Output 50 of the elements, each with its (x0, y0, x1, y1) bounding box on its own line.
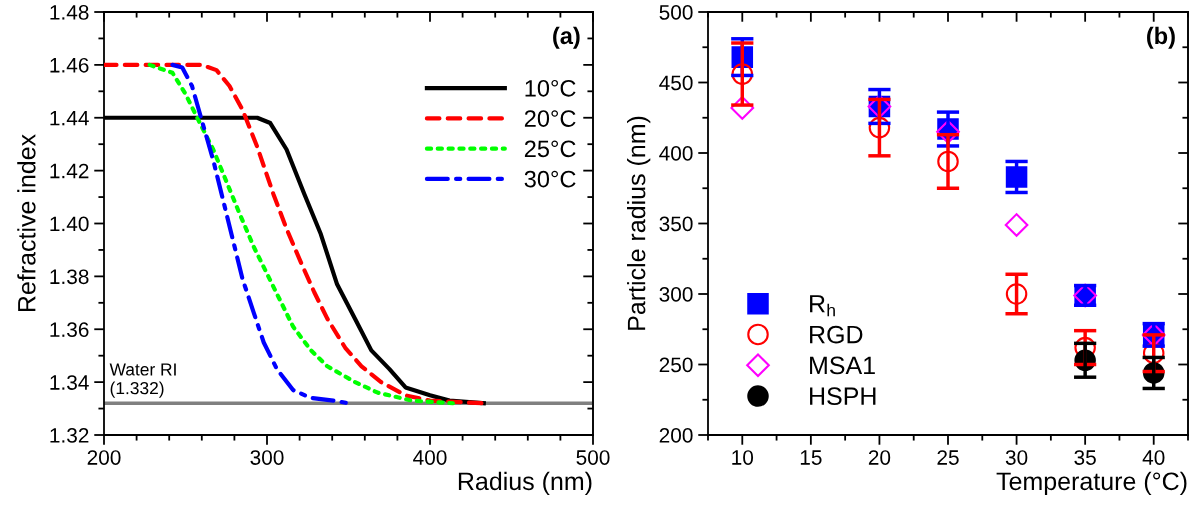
legend-label: 10°C (525, 79, 576, 97)
y-tick-label: 1.42 (50, 163, 89, 179)
y-tick-label: 1.34 (50, 375, 89, 390)
y-axis-title: Particle radius (nm) (627, 116, 651, 330)
x-tick-label: 15 (800, 450, 822, 465)
point (731, 63, 754, 85)
point (868, 116, 891, 139)
y-tick-label: 1.48 (50, 5, 89, 20)
y-tick-label: 1.38 (50, 269, 89, 285)
annotation: (a) (553, 26, 580, 49)
y-axis-title: Refractive index (17, 134, 36, 312)
y-tick-label: 1.36 (50, 322, 89, 337)
legend-label: 25°C (524, 140, 576, 158)
point (1004, 213, 1029, 237)
y-tick-label: 1.46 (50, 57, 89, 73)
y-tick-label: 1.40 (50, 216, 89, 232)
y-tick-label: 350 (659, 216, 693, 232)
x-tick-label: 35 (1074, 450, 1096, 465)
y-tick-label: 1.44 (50, 110, 89, 126)
y-tick-label: 500 (659, 5, 693, 20)
legend-label: MSA1 (810, 356, 875, 375)
point (1005, 283, 1028, 305)
y-tick-label: 1.32 (50, 428, 89, 443)
y-tick-label: 300 (659, 287, 693, 302)
ref-line-label: Water RI (1.332) (109, 363, 176, 398)
annotation: (b) (1147, 26, 1175, 49)
x-tick-label: 400 (413, 450, 447, 465)
x-tick-label: 500 (576, 450, 610, 465)
point (937, 150, 959, 173)
x-tick-label: 10 (732, 450, 754, 465)
x-tick-label: 20 (868, 450, 891, 465)
line-series (104, 62, 486, 406)
x-tick-label: 300 (250, 450, 284, 465)
legend-label: 20°C (524, 110, 576, 127)
point (1142, 342, 1165, 364)
x-tick-label: 25 (937, 450, 959, 465)
x-axis-title: Temperature (°C) (996, 471, 1187, 496)
legend-label: HSPH (810, 387, 876, 406)
y-tick-label: 400 (659, 146, 693, 161)
legend-label: R$_{h}$ (810, 295, 835, 317)
y-tick-label: 450 (659, 75, 693, 91)
y-tick-label: 250 (659, 357, 693, 373)
point (730, 96, 755, 120)
legend-label: RGD (810, 325, 863, 344)
y-tick-label: 200 (659, 428, 693, 443)
x-tick-label: 30 (1005, 450, 1028, 465)
x-tick-label: 200 (87, 450, 121, 465)
legend-label: 30°C (524, 170, 576, 188)
x-tick-label: 40 (1142, 450, 1165, 465)
x-axis-title: Radius (nm) (458, 471, 592, 496)
